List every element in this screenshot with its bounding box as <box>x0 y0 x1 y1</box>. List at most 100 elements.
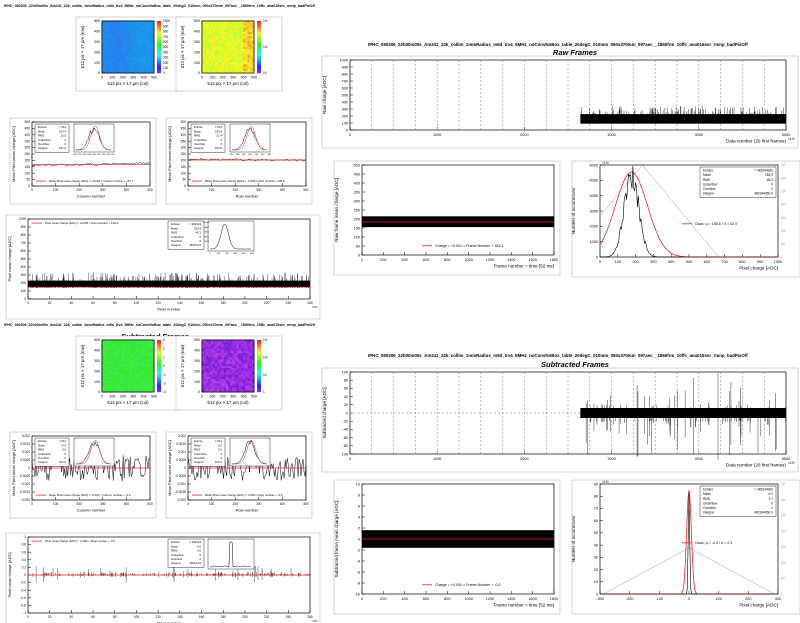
x-tick-label: 400 <box>124 502 130 506</box>
heatmap-cell <box>110 36 114 39</box>
heatmap-cell <box>147 66 150 69</box>
heatmap-cell <box>225 31 229 35</box>
heatmap-cell <box>104 34 107 37</box>
heatmap-cell <box>112 372 116 375</box>
heatmap-cell <box>210 370 214 373</box>
heatmap-cell <box>149 379 153 382</box>
heatmap-cell <box>138 68 142 72</box>
heatmap-cell <box>112 353 116 356</box>
heatmap-cell <box>238 62 242 65</box>
heatmap-cell <box>223 350 227 354</box>
heatmap-cell <box>210 357 214 360</box>
heatmap-cell <box>221 368 224 371</box>
heatmap-cell <box>149 368 153 371</box>
heatmap-cell <box>106 21 109 24</box>
heatmap-cell <box>134 27 137 30</box>
heatmap-cell <box>225 23 229 26</box>
heatmap-cell <box>225 66 229 69</box>
y-tick-label: -0.4 <box>21 588 27 592</box>
heatmap-cell <box>228 31 231 35</box>
stats-value: 45.1 <box>196 231 202 235</box>
stats-value: -0.0 <box>768 492 774 496</box>
heatmap-cell <box>134 36 137 39</box>
heatmap-cell <box>228 361 231 365</box>
heatmap-cell <box>147 31 150 35</box>
heatmap-cell <box>128 70 131 74</box>
heatmap-cell <box>212 55 216 59</box>
y-tick-label: 0 <box>24 297 26 301</box>
heatmap-cell <box>247 389 250 393</box>
heatmap-cell <box>228 36 231 39</box>
colorbar-cell <box>157 386 161 389</box>
heatmap-cell <box>134 348 137 352</box>
heatmap-cell <box>121 36 124 39</box>
legend-text: Mean Pixel mean charge [ADC] = -0.000 × … <box>205 493 283 497</box>
heatmap-cell <box>143 363 146 367</box>
heatmap-cell <box>241 27 244 30</box>
heatmap-cell <box>112 23 116 26</box>
heatmap-cell <box>121 27 124 30</box>
colorbar-cell <box>257 366 261 368</box>
heatmap-cell <box>108 21 111 24</box>
heatmap-cell <box>245 383 248 386</box>
heatmap-cell <box>145 29 148 33</box>
y-tick-label: 4000 <box>590 194 598 198</box>
heatmap-cell <box>125 350 129 354</box>
x-tick-label: 200 <box>77 502 83 506</box>
heatmap-cell <box>243 374 246 378</box>
heatmap-cell <box>215 346 218 349</box>
heatmap-cell <box>251 372 255 375</box>
x-axis-label: Column number <box>77 507 106 512</box>
heatmap-cell <box>212 385 216 388</box>
heatmap-cell <box>208 366 211 369</box>
heatmap-cell <box>102 350 105 354</box>
heatmap-cell <box>110 357 114 360</box>
heatmap-cell <box>219 47 222 50</box>
heatmap-cell <box>147 340 150 343</box>
heatmap-cell <box>202 40 205 43</box>
heatmap-cell <box>147 23 150 26</box>
heatmap-cell <box>202 44 205 48</box>
heatmap-cell <box>119 374 122 378</box>
heatmap-cell <box>128 47 131 50</box>
heatmap-cell <box>130 355 133 358</box>
heatmap-cell <box>147 374 150 378</box>
heatmap-cell <box>112 31 116 35</box>
heatmap-cell <box>225 350 229 354</box>
heatmap-cell <box>119 368 122 371</box>
heatmap-cell <box>125 49 129 52</box>
heatmap-cell <box>247 374 250 378</box>
heatmap-cell <box>236 25 240 28</box>
log-axis-label: 10⁴ <box>781 529 787 533</box>
heatmap-cell <box>138 350 142 354</box>
heatmap-cell <box>112 361 116 365</box>
heatmap-cell <box>125 355 129 358</box>
heatmap-cell <box>241 23 244 26</box>
heatmap-cell <box>230 29 233 33</box>
heatmap-cell <box>206 57 209 61</box>
heatmap-cell <box>238 38 242 41</box>
heatmap-cell <box>228 381 231 384</box>
heatmap-cell <box>147 355 150 358</box>
y-tick-label: 0.0015 <box>20 442 30 446</box>
heatmap-cell <box>123 42 127 46</box>
heatmap-cell <box>104 49 107 52</box>
legend-text: Charge = +0.001 × Frame Number + 183.4 <box>435 244 503 248</box>
heatmap-cell <box>251 359 255 362</box>
heatmap-cell <box>104 389 107 393</box>
heatmap-cell <box>208 36 211 39</box>
inset-panel <box>229 437 271 467</box>
y-axis-label: 512 pix × 17 µm (row) <box>80 344 85 387</box>
heatmap-cell <box>212 357 216 360</box>
heatmap-cell <box>217 340 220 343</box>
heatmap-cell <box>247 366 250 369</box>
stats-key: Mean <box>194 129 201 133</box>
x-tick-label: -200 <box>626 597 634 601</box>
heatmap-cell <box>223 29 227 33</box>
heatmap-cell <box>249 350 253 354</box>
heatmap-cell <box>243 66 246 69</box>
heatmap-cell <box>228 53 231 56</box>
heatmap-cell <box>212 344 216 347</box>
stats-value: 15.5 <box>61 134 67 138</box>
